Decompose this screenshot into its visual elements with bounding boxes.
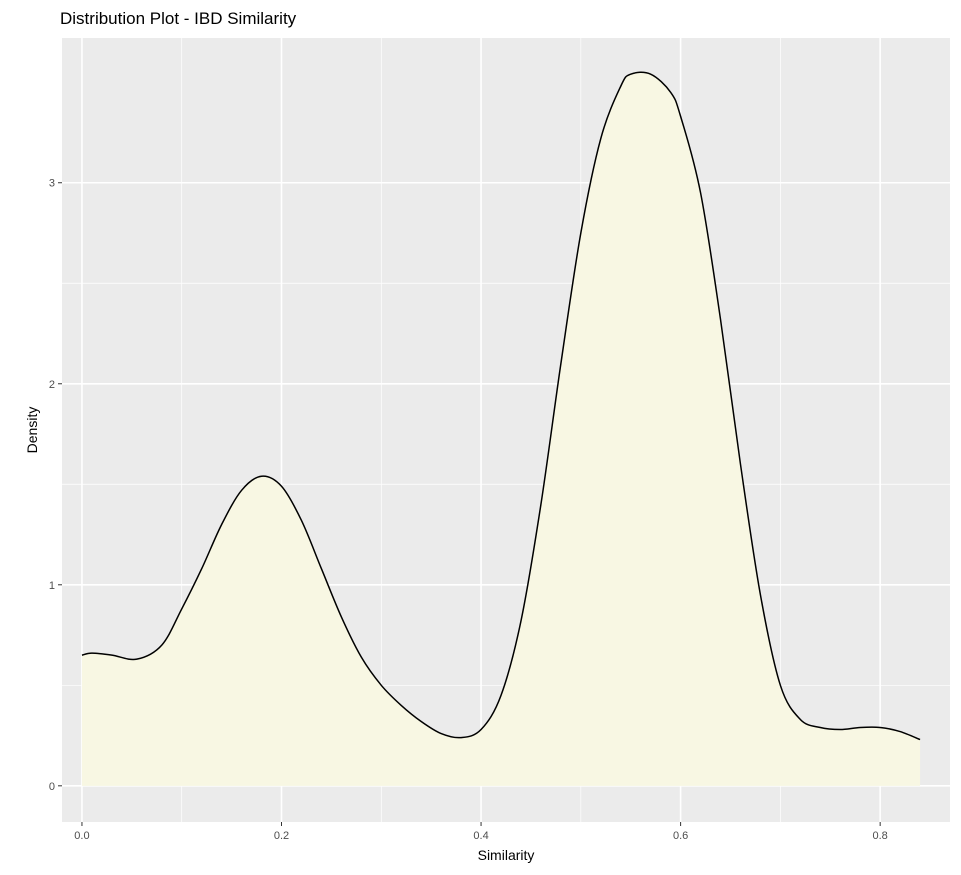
y-axis-ticks: 0 1 2 3 bbox=[49, 178, 62, 793]
density-area bbox=[81, 72, 921, 786]
y-axis-label: Density bbox=[24, 407, 40, 454]
y-tick-label: 0 bbox=[49, 781, 55, 793]
y-tick-label: 3 bbox=[49, 178, 55, 190]
x-axis-label: Similarity bbox=[478, 847, 535, 863]
y-tick-label: 1 bbox=[49, 580, 55, 592]
chart-title: Distribution Plot - IBD Similarity bbox=[60, 9, 297, 28]
x-tick-label: 0.2 bbox=[274, 830, 289, 842]
x-tick-label: 0.4 bbox=[473, 830, 488, 842]
y-tick-label: 2 bbox=[49, 379, 55, 391]
x-tick-label: 0.8 bbox=[873, 830, 888, 842]
x-tick-label: 0.0 bbox=[74, 830, 89, 842]
x-tick-label: 0.6 bbox=[673, 830, 688, 842]
x-axis-ticks: 0.0 0.2 0.4 0.6 0.8 bbox=[74, 822, 888, 842]
density-line bbox=[81, 71, 921, 741]
